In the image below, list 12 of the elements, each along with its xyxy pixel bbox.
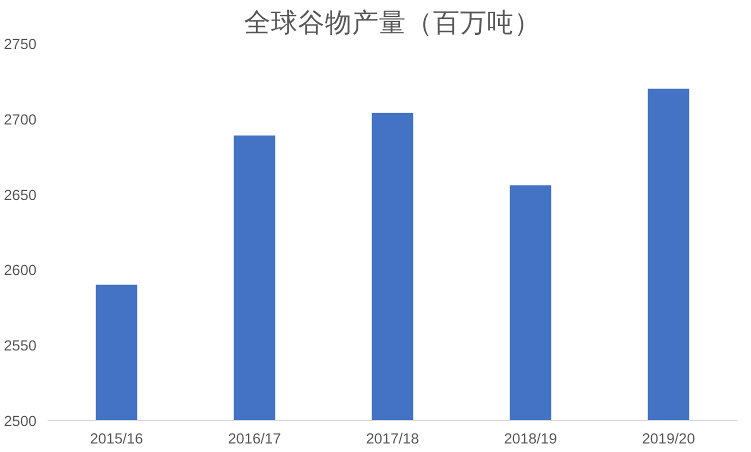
chart-title: 全球谷物产量（百万吨） <box>244 8 541 38</box>
x-tick-label: 2019/20 <box>642 432 695 448</box>
y-tick-label: 2600 <box>4 263 37 280</box>
y-tick-label: 2550 <box>4 338 37 355</box>
x-tick-label: 2015/16 <box>90 432 143 448</box>
y-tick-label: 2700 <box>4 112 37 128</box>
y-tick-label: 2750 <box>4 37 37 53</box>
y-tick-label: 2500 <box>4 414 37 430</box>
y-tick-label: 2650 <box>4 188 37 204</box>
x-tick-label: 2017/18 <box>366 432 419 448</box>
x-tick-label: 2016/17 <box>228 432 281 448</box>
x-tick-label: 2018/19 <box>504 432 557 448</box>
